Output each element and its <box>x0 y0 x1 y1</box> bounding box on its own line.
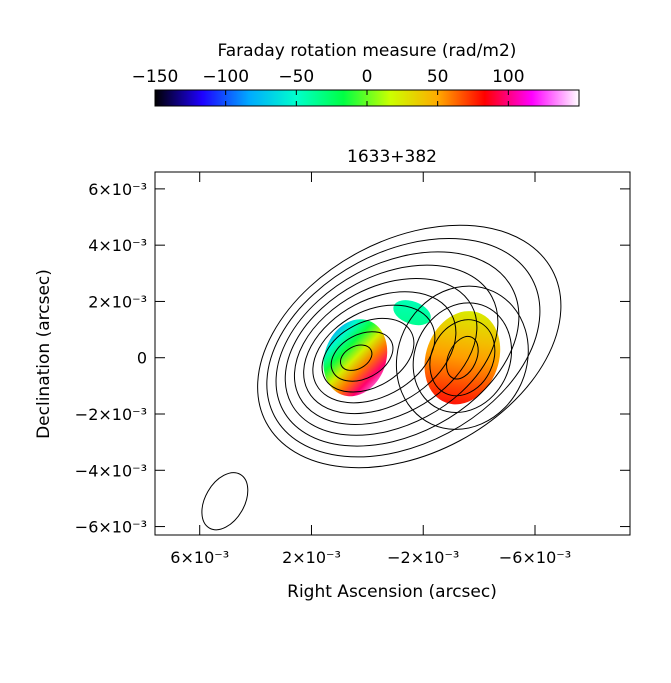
y-tick-label: 2×10⁻³ <box>88 292 147 311</box>
y-tick-label: −6×10⁻³ <box>75 518 147 537</box>
intensity-contours <box>257 224 562 469</box>
beam-ellipse <box>201 472 249 531</box>
x-tick-label: −2×10⁻³ <box>387 548 459 567</box>
x-tick-label: −6×10⁻³ <box>499 548 571 567</box>
colorbar-tick-label: −50 <box>278 67 314 87</box>
x-axis-label: Right Ascension (arcsec) <box>287 582 497 602</box>
y-tick-label: 6×10⁻³ <box>88 180 147 199</box>
y-axis-label: Declination (arcsec) <box>34 269 54 439</box>
contour-line <box>257 224 562 469</box>
colorbar-tick-label: −100 <box>202 67 249 87</box>
contour-line <box>312 304 436 404</box>
x-tick-labels: 6×10⁻³ 2×10⁻³ −2×10⁻³ −6×10⁻³ <box>170 548 571 567</box>
x-tick-label: 6×10⁻³ <box>170 548 229 567</box>
colorbar-tick-label: 0 <box>362 67 373 87</box>
contour-line <box>330 331 394 382</box>
y-tick-label: −4×10⁻³ <box>75 461 147 480</box>
y-tick-labels: 6×10⁻³ 4×10⁻³ 2×10⁻³ 0 −2×10⁻³ −4×10⁻³ −6×10⁻³ <box>75 180 147 537</box>
colorbar-tick-labels: −150 −100 −50 0 50 100 <box>132 67 525 87</box>
contour-line <box>395 285 529 430</box>
y-tick-label: 0 <box>137 349 147 368</box>
plot-frame <box>154 171 631 536</box>
contour-line <box>266 238 541 458</box>
axis-ticks <box>155 172 630 535</box>
colorbar-label: Faraday rotation measure (rad/m2) <box>218 41 517 61</box>
contour-line <box>412 302 513 414</box>
contour-line <box>293 277 478 425</box>
rm-region-east-component <box>323 319 388 397</box>
x-tick-label: 2×10⁻³ <box>282 548 341 567</box>
plot-title: 1633+382 <box>347 147 437 167</box>
rm-region-west-component <box>424 311 501 405</box>
contour-line <box>339 344 373 371</box>
colorbar-ticks <box>154 90 509 106</box>
colorbar-tick-label: 100 <box>492 67 524 87</box>
contour-line <box>275 251 520 447</box>
y-tick-label: −2×10⁻³ <box>75 405 147 424</box>
contour-line <box>284 264 499 436</box>
contour-line <box>303 291 457 415</box>
beam-shape <box>201 472 249 531</box>
contour-line <box>321 317 415 393</box>
colorbar-tick-label: −150 <box>132 67 179 87</box>
y-tick-label: 4×10⁻³ <box>88 236 147 255</box>
colorbar-tick-label: 50 <box>427 67 449 87</box>
contour-line <box>446 335 479 380</box>
